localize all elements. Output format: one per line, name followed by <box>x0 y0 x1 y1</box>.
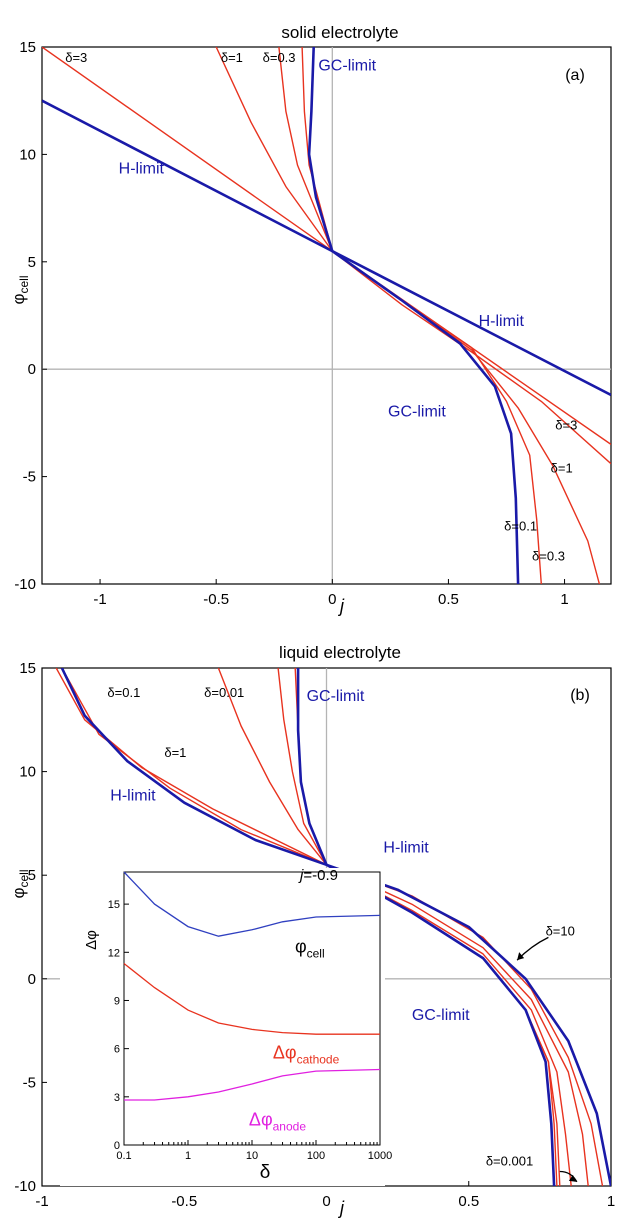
series---1 <box>215 47 611 465</box>
x-tick-label: -0.5 <box>203 591 229 608</box>
x-tick-label: 0 <box>322 1193 330 1210</box>
curve-label: GC-limit <box>318 58 376 75</box>
inset-series-label-main: Δφ <box>273 1042 297 1062</box>
y-tick-label: 5 <box>28 254 36 271</box>
y-tick-label: 10 <box>19 764 36 781</box>
y-tick-label: 5 <box>28 867 36 884</box>
x-tick-label: -0.5 <box>171 1193 197 1210</box>
curve-label: δ=0.3 <box>263 50 296 65</box>
curve-label: δ=3 <box>65 50 87 65</box>
curve-label: δ=1 <box>221 50 243 65</box>
inset-series-label-main: Δφ <box>249 1110 273 1130</box>
series---0-1 <box>301 47 542 584</box>
series---0-3 <box>278 47 601 584</box>
series-gc-limit <box>307 47 520 584</box>
inset-series-label: φcell <box>295 936 325 960</box>
x-tick-label: 0.5 <box>438 591 459 608</box>
x-tick-label: -1 <box>35 1193 48 1210</box>
y-tick-label: 0 <box>28 971 36 988</box>
inset-series-label-sub: cathode <box>297 1052 340 1066</box>
inset-x-tick-label: 1 <box>185 1150 191 1162</box>
inset-corner-label: j=-0.9 <box>298 867 338 884</box>
inset-x-tick-label: 1000 <box>368 1150 392 1162</box>
inset-y-tick-label: 15 <box>108 899 120 911</box>
inset-y-tick-label: 12 <box>108 947 120 959</box>
inset-series-label-sub: anode <box>273 1120 307 1134</box>
inset-ylabel: Δφ <box>83 930 100 950</box>
panel-b-title: liquid electrolyte <box>279 643 401 662</box>
inset-background <box>60 868 385 1186</box>
inset-y-tick-label: 0 <box>114 1140 120 1152</box>
y-tick-label: 15 <box>19 660 36 677</box>
inset-x-tick-label: 10 <box>246 1150 258 1162</box>
panel-a: solid electrolyte (a) j φcell -1 -0.5 0 0.5… <box>9 23 612 616</box>
inset-series-0 <box>123 871 381 937</box>
plot-area <box>42 47 611 584</box>
curve-label: H-limit <box>479 313 525 330</box>
inset-series-label: Δφanode <box>249 1110 306 1134</box>
curve-label: δ=0.01 <box>204 685 244 700</box>
x-tick-label: -1 <box>93 591 106 608</box>
curve-label: GC-limit <box>388 403 446 420</box>
x-tick-label: 1 <box>560 591 568 608</box>
y-tick-label: -5 <box>23 1074 36 1091</box>
inset-series-label-main: φ <box>295 936 307 956</box>
series---3 <box>42 47 611 445</box>
x-tick-label: 0.5 <box>458 1193 479 1210</box>
curve-label: δ=10 <box>546 923 575 938</box>
arrowhead-delta10 <box>517 952 525 961</box>
panel-a-title: solid electrolyte <box>281 23 398 42</box>
inset-x-tick-label: 100 <box>307 1150 325 1162</box>
curve-label: GC-limit <box>307 688 365 705</box>
inset-corner-value: =-0.9 <box>303 867 338 884</box>
curve-label: δ=0.001 <box>486 1153 533 1168</box>
inset-series-1 <box>123 962 380 1035</box>
curve-label: δ=0.3 <box>532 548 565 563</box>
curve-label: δ=0.1 <box>107 685 140 700</box>
curve-label: H-limit <box>119 161 165 178</box>
inset-y-tick-label: 9 <box>114 995 120 1007</box>
panel-a-xlabel: j <box>337 596 345 616</box>
arrowhead-delta0001 <box>568 1174 577 1182</box>
inset-series-label-sub: cell <box>307 946 325 960</box>
curve-label: GC-limit <box>412 1007 470 1024</box>
inset-series-label: Δφcathode <box>273 1042 340 1066</box>
curve-label: δ=1 <box>164 745 186 760</box>
curve-label: δ=3 <box>555 417 577 432</box>
inset-xlabel: δ <box>260 1162 271 1183</box>
x-tick-label: 1 <box>607 1193 615 1210</box>
y-tick-label: -10 <box>14 1178 36 1195</box>
inset-y-tick-label: 3 <box>114 1092 120 1104</box>
curve-label: H-limit <box>110 788 156 805</box>
y-tick-label: -10 <box>14 576 36 593</box>
y-tick-label: 0 <box>28 361 36 378</box>
panel-a-ylabel: φcell <box>9 275 31 304</box>
panel-b-xlabel: j <box>337 1198 345 1218</box>
y-tick-label: 10 <box>19 146 36 163</box>
curve-label: H-limit <box>383 839 429 856</box>
panel-a-frame <box>41 46 612 585</box>
y-tick-label: 15 <box>19 39 36 56</box>
inset-x-tick-label: 0.1 <box>116 1150 131 1162</box>
panel-a-label: (a) <box>565 67 585 84</box>
panel-b-label: (b) <box>570 687 590 704</box>
inset-corner-var: j <box>298 867 304 884</box>
curve-label: δ=1 <box>551 460 573 475</box>
y-tick-label: -5 <box>23 469 36 486</box>
x-tick-label: 0 <box>328 591 336 608</box>
inset-series-2 <box>124 1068 381 1101</box>
curve-label: δ=0.1 <box>504 518 537 533</box>
inset-y-tick-label: 6 <box>114 1044 120 1056</box>
inset-chart: δ Δφ j=-0.9 0.1 1 10 100 1000 0 3 6 9 12 15 φcell Δφ… <box>60 867 392 1186</box>
series---0-1 <box>217 668 572 1186</box>
series-h-limit <box>42 99 611 397</box>
series-gc-limit <box>296 668 556 1186</box>
